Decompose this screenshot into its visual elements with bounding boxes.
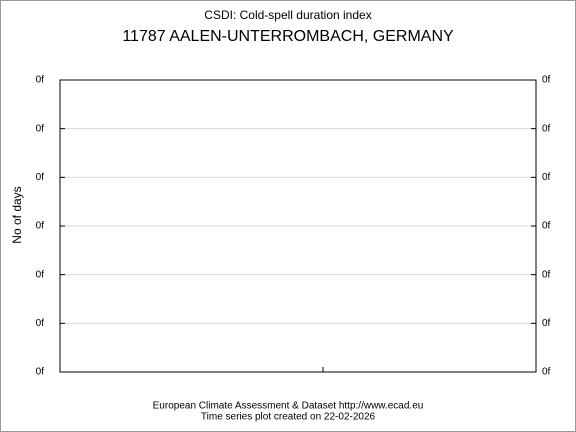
y-tick-label: 0f	[36, 269, 45, 280]
y2-tick-label: 0f	[542, 75, 551, 86]
footer-line: Time series plot created on 22-02-2026	[201, 412, 376, 423]
chart-subtitle: 11787 AALEN-UNTERROMBACH, GERMANY	[122, 28, 454, 45]
y2-tick-label: 0f	[542, 269, 551, 280]
y-tick-label: 0f	[36, 75, 45, 86]
y-axis-label: No of days	[10, 186, 24, 243]
y-tick-label: 0f	[36, 221, 45, 232]
y2-tick-label: 0f	[542, 221, 551, 232]
chart-title: CSDI: Cold-spell duration index	[204, 8, 371, 22]
y2-tick-label: 0f	[542, 367, 551, 378]
footer-line: European Climate Assessment & Dataset ht…	[153, 401, 424, 412]
y-tick-label: 0f	[36, 367, 45, 378]
y-tick-label: 0f	[36, 123, 45, 134]
y-tick-label: 0f	[36, 318, 45, 329]
y2-tick-label: 0f	[542, 172, 551, 183]
y2-tick-label: 0f	[542, 123, 551, 134]
y2-tick-label: 0f	[542, 318, 551, 329]
plot-area	[59, 79, 537, 373]
y-tick-label: 0f	[36, 172, 45, 183]
